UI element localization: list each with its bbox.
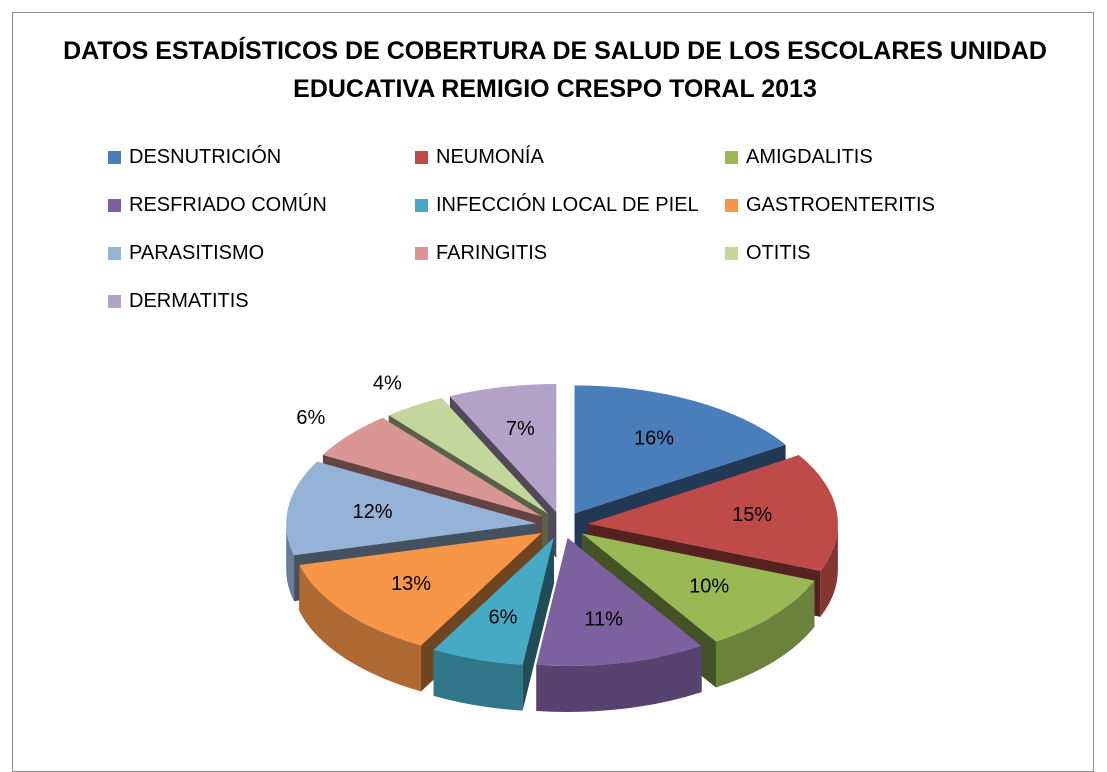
- page: {"chart_data": {"type": "pie", "title": …: [12, 12, 1094, 772]
- slice-top: [433, 537, 554, 665]
- slice-top: [388, 397, 549, 514]
- legend-label: OTITIS: [746, 241, 811, 264]
- legend-label: AMIGDALITIS: [746, 145, 873, 168]
- slice-top: [449, 384, 557, 513]
- pie-slice: [536, 537, 702, 712]
- legend-label: PARASITISMO: [129, 241, 265, 264]
- legend-item: INFECCIÓN LOCAL DE PIEL: [415, 190, 725, 220]
- slice-side: [433, 649, 523, 711]
- legend-item: PARASITISMO: [108, 238, 415, 268]
- legend: DESNUTRICIÓN NEUMONÍA AMIGDALITIS RESFRIADO…: [108, 142, 1008, 316]
- data-label: 6%: [489, 606, 518, 628]
- legend-swatch: [415, 198, 428, 212]
- pie-slice: [433, 537, 554, 711]
- slice-top: [286, 461, 537, 556]
- data-label: 15%: [732, 504, 772, 526]
- data-label: 13%: [391, 573, 431, 595]
- legend-label: RESFRIADO COMÚN: [129, 193, 327, 216]
- legend-swatch: [725, 198, 738, 212]
- data-label: 11%: [584, 609, 623, 631]
- slice-side: [536, 646, 702, 712]
- legend-swatch: [415, 246, 428, 260]
- data-label: 12%: [352, 501, 392, 523]
- slice-side: [820, 523, 838, 617]
- legend-swatch: [415, 150, 428, 164]
- legend-label: DESNUTRICIÓN: [129, 145, 282, 168]
- data-label: 6%: [296, 407, 325, 429]
- legend-label: GASTROENTERITIS: [746, 193, 935, 216]
- legend-item: FARINGITIS: [415, 238, 725, 268]
- legend-item: OTITIS: [725, 238, 1005, 268]
- legend-label: DERMATITIS: [129, 289, 249, 312]
- legend-label: FARINGITIS: [436, 241, 548, 264]
- legend-label: NEUMONÍA: [436, 145, 544, 168]
- chart-title: DATOS ESTADÍSTICOS DE COBERTURA DE SALUD…: [63, 37, 1047, 103]
- slice-top: [582, 533, 815, 642]
- data-label: 10%: [689, 576, 729, 598]
- data-label: 7%: [506, 418, 535, 440]
- legend-item: NEUMONÍA: [415, 142, 725, 172]
- slice-top: [299, 533, 542, 646]
- legend-label: INFECCIÓN LOCAL DE PIEL: [436, 193, 699, 216]
- legend-swatch: [725, 246, 738, 260]
- legend-swatch: [108, 150, 121, 164]
- legend-swatch: [108, 246, 121, 260]
- legend-item: RESFRIADO COMÚN: [108, 190, 415, 220]
- slice-top: [536, 537, 702, 666]
- data-label: 4%: [373, 372, 402, 394]
- legend-swatch: [725, 150, 738, 164]
- slice-top: [322, 417, 542, 517]
- pie-chart: 16% 15% 10% 11% 6% 13% 12% 6% 4% 7%: [286, 372, 838, 712]
- slice-side: [286, 523, 295, 602]
- legend-item: DERMATITIS: [108, 286, 415, 316]
- legend-swatch: [108, 198, 121, 212]
- slice-top: [587, 455, 838, 571]
- legend-item: GASTROENTERITIS: [725, 190, 1005, 220]
- legend-swatch: [108, 294, 121, 308]
- legend-item: AMIGDALITIS: [725, 142, 1005, 172]
- slice-side: [299, 564, 422, 692]
- slice-side: [715, 580, 815, 688]
- legend-item: DESNUTRICIÓN: [108, 142, 415, 172]
- data-label: 16%: [634, 428, 674, 450]
- slice-top: [574, 385, 786, 514]
